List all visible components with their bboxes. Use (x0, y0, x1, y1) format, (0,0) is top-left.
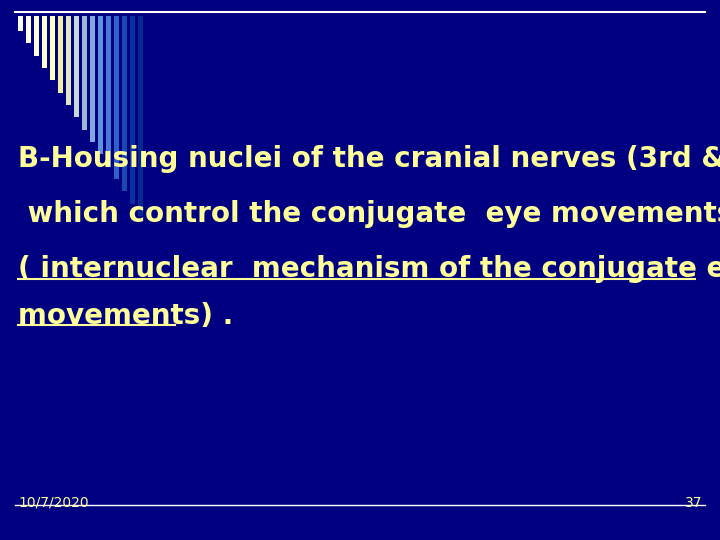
Text: B-Housing nuclei of the cranial nerves (3rd &4th): B-Housing nuclei of the cranial nerves (… (18, 145, 720, 173)
Bar (34, 16, 39, 56)
Bar (138, 16, 143, 216)
Bar (18, 16, 23, 31)
Text: ( internuclear  mechanism of the conjugate eye: ( internuclear mechanism of the conjugat… (18, 255, 720, 283)
Text: movements) .: movements) . (18, 302, 233, 330)
Text: which control the conjugate  eye movements: which control the conjugate eye movement… (18, 200, 720, 228)
Bar (130, 16, 135, 204)
Bar (114, 16, 119, 179)
Bar (66, 16, 71, 105)
Bar (98, 16, 103, 154)
Bar (82, 16, 87, 130)
Bar (58, 16, 63, 93)
Bar (74, 16, 79, 117)
Text: 10/7/2020: 10/7/2020 (18, 496, 89, 510)
Bar (90, 16, 95, 142)
Text: 37: 37 (685, 496, 702, 510)
Bar (122, 16, 127, 191)
Bar (26, 16, 31, 43)
Bar (42, 16, 47, 68)
Bar (50, 16, 55, 80)
Bar (106, 16, 111, 167)
